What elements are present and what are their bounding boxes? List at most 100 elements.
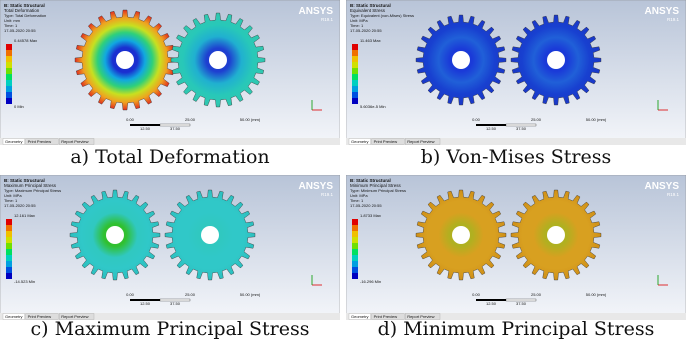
- legend-swatch: [6, 225, 12, 231]
- caption: a) Total Deformation: [0, 146, 340, 168]
- scale-label: 37.50: [170, 126, 181, 131]
- scale-label: 50.00 (mm): [240, 292, 261, 297]
- header-line: 17-05-2020 20:55: [4, 203, 36, 208]
- ansys-logo: ANSYS: [645, 181, 680, 192]
- legend-swatch: [352, 261, 358, 267]
- legend-swatch: [6, 44, 12, 50]
- legend-swatch: [352, 231, 358, 237]
- legend-swatch: [352, 80, 358, 86]
- legend-min: 5.6036e-5 Min: [360, 104, 386, 109]
- tab-label: Geometry: [5, 139, 23, 144]
- ansys-version: R19.1: [321, 17, 334, 22]
- legend-swatch: [6, 267, 12, 273]
- legend-swatch: [6, 80, 12, 86]
- header-line: 17-05-2020 20:55: [350, 28, 382, 33]
- tab-label: Geometry: [351, 139, 369, 144]
- legend-swatch: [352, 86, 358, 92]
- legend-swatch: [6, 249, 12, 255]
- result-panel: B: Static StructuralMinimum Principal St…: [346, 175, 686, 320]
- legend-swatch: [6, 74, 12, 80]
- legend-min: -14.523 Min: [14, 279, 35, 284]
- legend-swatch: [6, 261, 12, 267]
- legend-swatch: [6, 92, 12, 98]
- legend-swatch: [352, 243, 358, 249]
- caption: b) Von-Mises Stress: [346, 146, 686, 168]
- legend-max: 11.463 Max: [360, 38, 381, 43]
- scale-label: 25.00: [185, 117, 196, 122]
- scale-label: 50.00 (mm): [586, 292, 607, 297]
- scale-label: 12.50: [486, 126, 497, 131]
- legend-max: 0.44578 Max: [14, 38, 37, 43]
- gear-bore: [201, 226, 219, 244]
- caption: d) Minimum Principal Stress: [346, 318, 686, 340]
- ansys-logo: ANSYS: [299, 181, 334, 192]
- tab-label: Print Preview: [374, 139, 398, 144]
- gear-bore: [116, 51, 134, 69]
- legend-swatch: [6, 237, 12, 243]
- legend-swatch: [352, 74, 358, 80]
- scale-label: 25.00: [531, 117, 542, 122]
- scale-label: 0.00: [472, 292, 481, 297]
- legend-swatch: [352, 98, 358, 104]
- scale-label: 0.00: [126, 117, 135, 122]
- gear-bore: [209, 51, 227, 69]
- scale-label: 50.00 (mm): [586, 117, 607, 122]
- legend-max: 12.161 Max: [14, 213, 35, 218]
- tab-label: Print Preview: [28, 139, 52, 144]
- header-line: 17-05-2020 20:55: [4, 28, 36, 33]
- legend-swatch: [6, 98, 12, 104]
- legend-swatch: [6, 243, 12, 249]
- gear-bore: [547, 226, 565, 244]
- tab-label: Report Preview: [61, 139, 88, 144]
- legend-max: 1.8733 Max: [360, 213, 381, 218]
- legend-swatch: [352, 62, 358, 68]
- figure: B: Static StructuralTotal DeformationTyp…: [0, 0, 686, 352]
- legend-swatch: [352, 255, 358, 261]
- legend-swatch: [6, 56, 12, 62]
- legend-swatch: [352, 50, 358, 56]
- legend-swatch: [352, 225, 358, 231]
- header-line: 17-05-2020 20:55: [350, 203, 382, 208]
- legend-swatch: [6, 86, 12, 92]
- scale-label: 25.00: [531, 292, 542, 297]
- legend-swatch: [6, 231, 12, 237]
- result-panel: B: Static StructuralMaximum Principal St…: [0, 175, 340, 320]
- ansys-version: R19.1: [667, 192, 680, 197]
- legend-swatch: [6, 255, 12, 261]
- ansys-logo: ANSYS: [645, 6, 680, 17]
- scale-label: 50.00 (mm): [240, 117, 261, 122]
- scale-label: 37.50: [170, 301, 181, 306]
- legend-swatch: [6, 219, 12, 225]
- legend-swatch: [352, 92, 358, 98]
- scale-label: 37.50: [516, 301, 527, 306]
- ansys-version: R19.1: [321, 192, 334, 197]
- gear-bore: [452, 51, 470, 69]
- legend-swatch: [352, 237, 358, 243]
- legend-swatch: [6, 62, 12, 68]
- legend-swatch: [352, 56, 358, 62]
- ansys-version: R19.1: [667, 17, 680, 22]
- legend-min: -16.296 Min: [360, 279, 381, 284]
- scale-label: 12.50: [140, 301, 151, 306]
- tab-label: Report Preview: [407, 139, 434, 144]
- gear-bore: [452, 226, 470, 244]
- scale-label: 37.50: [516, 126, 527, 131]
- scale-label: 25.00: [185, 292, 196, 297]
- legend-swatch: [352, 273, 358, 279]
- legend-swatch: [352, 249, 358, 255]
- ansys-logo: ANSYS: [299, 6, 334, 17]
- scale-label: 0.00: [472, 117, 481, 122]
- caption: c) Maximum Principal Stress: [0, 318, 340, 340]
- scale-label: 0.00: [126, 292, 135, 297]
- legend-swatch: [352, 44, 358, 50]
- legend-swatch: [6, 273, 12, 279]
- legend-swatch: [352, 68, 358, 74]
- legend-swatch: [6, 68, 12, 74]
- scale-label: 12.50: [140, 126, 151, 131]
- gear-bore: [106, 226, 124, 244]
- scale-label: 12.50: [486, 301, 497, 306]
- legend-swatch: [352, 267, 358, 273]
- legend-min: 0 Min: [14, 104, 24, 109]
